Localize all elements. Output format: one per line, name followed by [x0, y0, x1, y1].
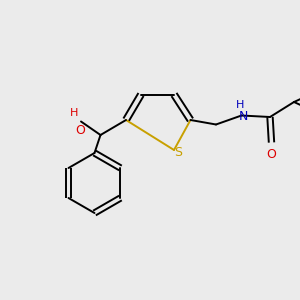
Text: O: O	[267, 148, 276, 161]
Text: H: H	[70, 109, 78, 118]
Text: N: N	[238, 110, 248, 124]
Text: O: O	[76, 124, 85, 137]
Text: S: S	[175, 146, 182, 160]
Text: H: H	[236, 100, 244, 110]
